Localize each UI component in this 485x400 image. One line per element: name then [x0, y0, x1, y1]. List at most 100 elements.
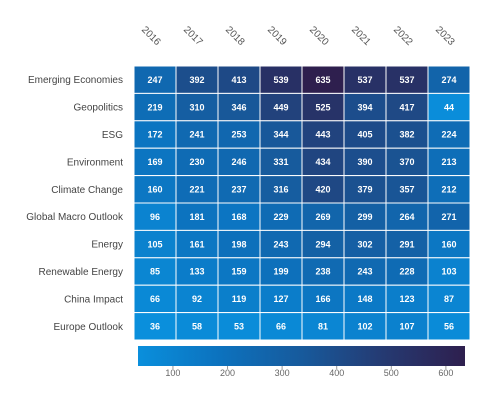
cell-value-label: 344	[273, 130, 288, 140]
heatmap-cell	[427, 92, 471, 122]
cell-value-label: 123	[399, 294, 414, 304]
y-tick-label: Environment	[67, 157, 123, 168]
cell-value-label: 127	[273, 294, 288, 304]
heatmap-cell	[301, 257, 345, 286]
cell-value-label: 449	[273, 102, 288, 112]
cell-value-label: 302	[357, 239, 372, 249]
heatmap-cells: 247 392 413 539 635 537 537 274 219 310 346 449 525 3…	[133, 65, 471, 341]
y-tick-label: Emerging Economies	[28, 75, 123, 86]
heatmap-cell	[175, 65, 219, 94]
heatmap-cell	[133, 312, 177, 341]
cell-value-label: 394	[357, 102, 372, 112]
heatmap-cell	[427, 257, 471, 286]
colorbar-tick-label: 500	[384, 368, 399, 378]
heatmap-cell	[385, 312, 429, 341]
heatmap-cell	[175, 92, 219, 122]
x-tick-label-2021: 2021	[349, 24, 373, 48]
heatmap-cell	[175, 284, 219, 314]
heatmap-cell	[343, 229, 387, 259]
cell-value-label: 96	[150, 212, 160, 222]
cell-value-label: 87	[444, 294, 454, 304]
cell-value-label: 346	[231, 102, 246, 112]
cell-value-label: 66	[150, 294, 160, 304]
cell-value-label: 291	[399, 239, 414, 249]
heatmap-cell	[175, 312, 219, 341]
cell-value-label: 102	[357, 322, 372, 332]
x-tick-label-2017: 2017	[181, 24, 205, 48]
cell-value-label: 228	[399, 267, 414, 277]
cell-value-label: 107	[399, 322, 414, 332]
x-tick-label-2019: 2019	[265, 24, 289, 48]
y-tick-label: Energy	[91, 240, 123, 251]
cell-value-label: 443	[315, 130, 330, 140]
colorbar: 100 200 300 400 500 600	[138, 346, 465, 378]
heatmap-cell	[385, 229, 429, 259]
cell-value-label: 264	[399, 212, 414, 222]
cell-value-label: 316	[273, 185, 288, 195]
heatmap-cell	[301, 120, 345, 149]
cell-value-label: 169	[147, 157, 162, 167]
colorbar-tick-label: 300	[275, 368, 290, 378]
heatmap-cell	[427, 284, 471, 314]
x-tick-label-2020: 2020	[307, 24, 331, 48]
heatmap-cell	[343, 202, 387, 231]
cell-value-label: 247	[147, 75, 162, 85]
x-tick-label-2016: 2016	[139, 24, 163, 48]
cell-value-label: 44	[444, 102, 454, 112]
cell-value-label: 230	[189, 157, 204, 167]
cell-value-label: 243	[273, 239, 288, 249]
cell-value-label: 379	[357, 185, 372, 195]
cell-value-label: 434	[315, 157, 330, 167]
y-tick-label: China Impact	[64, 294, 123, 305]
heatmap-cell	[343, 312, 387, 341]
cell-value-label: 420	[315, 185, 330, 195]
cell-value-label: 382	[399, 130, 414, 140]
heatmap-cell	[427, 120, 471, 149]
heatmap-cell	[427, 65, 471, 94]
cell-value-label: 181	[189, 212, 204, 222]
heatmap-cell	[217, 284, 261, 314]
heatmap-cell	[217, 147, 261, 177]
y-tick-label: Global Macro Outlook	[26, 212, 124, 223]
cell-value-label: 537	[399, 75, 414, 85]
cell-value-label: 92	[192, 294, 202, 304]
heatmap-cell	[175, 229, 219, 259]
x-axis-labels: 2016 2017 2018 2019 2020 2021 2022 2023	[139, 24, 457, 48]
heatmap-cell	[259, 284, 303, 314]
cell-value-label: 172	[147, 130, 162, 140]
cell-value-label: 224	[441, 130, 456, 140]
heatmap-cell	[301, 202, 345, 231]
cell-value-label: 294	[315, 239, 330, 249]
heatmap-cell	[259, 92, 303, 122]
heatmap-cell	[301, 175, 345, 204]
heatmap-cell	[133, 120, 177, 149]
cell-value-label: 213	[441, 157, 456, 167]
cell-value-label: 58	[192, 322, 202, 332]
cell-value-label: 357	[399, 185, 414, 195]
heatmap-cell	[301, 284, 345, 314]
cell-value-label: 159	[231, 267, 246, 277]
y-tick-label: Geopolitics	[74, 103, 123, 114]
cell-value-label: 212	[441, 185, 456, 195]
cell-value-label: 56	[444, 322, 454, 332]
cell-value-label: 166	[315, 294, 330, 304]
y-tick-label: Renewable Energy	[39, 267, 124, 278]
x-tick-label-2023: 2023	[433, 24, 457, 48]
cell-value-label: 103	[441, 267, 456, 277]
cell-value-label: 53	[234, 322, 244, 332]
cell-value-label: 392	[189, 75, 204, 85]
colorbar-tick-label: 600	[438, 368, 453, 378]
heatmap-cell	[343, 92, 387, 122]
heatmap-cell	[385, 120, 429, 149]
heatmap-cell	[427, 312, 471, 341]
x-tick-label-2022: 2022	[391, 24, 415, 48]
cell-value-label: 238	[315, 267, 330, 277]
colorbar-tick-label: 200	[220, 368, 235, 378]
colorbar-tick-label: 400	[329, 368, 344, 378]
y-tick-label: Climate Change	[51, 185, 123, 196]
y-tick-label: ESG	[102, 130, 123, 141]
heatmap-cell	[385, 147, 429, 177]
heatmap-cell	[133, 229, 177, 259]
